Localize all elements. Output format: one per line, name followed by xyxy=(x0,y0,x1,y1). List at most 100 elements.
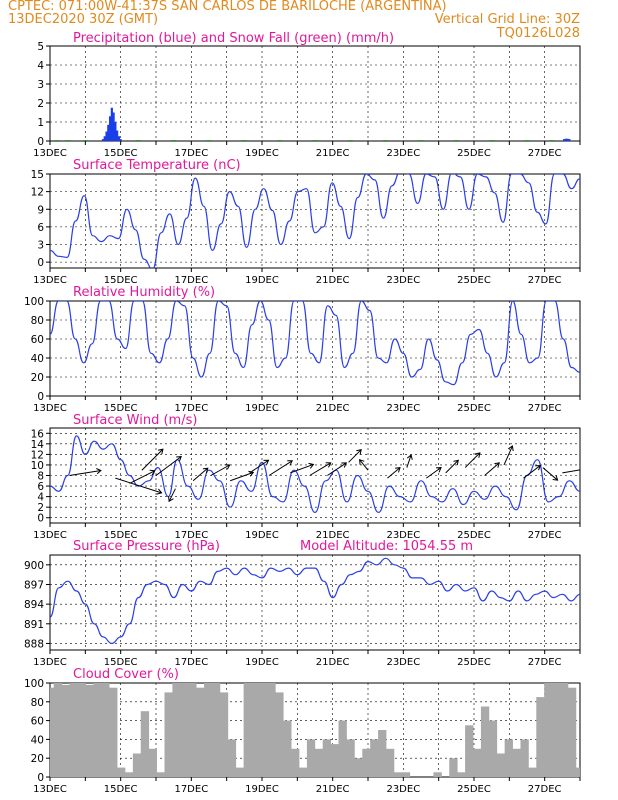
pres-ytick-label: 891 xyxy=(24,619,44,631)
temp-series-line xyxy=(50,174,580,268)
cloud-xtick-label: 17DEC xyxy=(174,784,208,795)
wind-ytick-label: 6 xyxy=(37,481,44,493)
precip-panel: 0 1 2 3 4 5 13DEC 15DEC 17DEC 19DEC 21DEC 23DEC 25DE… xyxy=(33,31,581,159)
wind-ytick-label: 2 xyxy=(37,502,44,514)
rh-ytick-label: 60 xyxy=(31,334,44,346)
rh-ytick-label: 40 xyxy=(31,353,44,365)
pres-ytick-label: 888 xyxy=(24,638,44,650)
cloud-bar xyxy=(520,739,529,777)
cloud-bar xyxy=(449,758,458,777)
wind-vector-arrow xyxy=(426,467,442,479)
header-line1: CPTEC: 071:00W-41:37S SAN CARLOS DE BARI… xyxy=(8,0,447,14)
wind-xtick-label: 27DEC xyxy=(528,530,562,541)
precip-xtick-label: 19DEC xyxy=(245,148,279,159)
cloud-bar xyxy=(188,683,197,777)
wind-vector-arrow xyxy=(406,454,413,468)
cloud-bar xyxy=(362,748,371,777)
snow-bar xyxy=(453,140,459,141)
cloud-ytick-label: 80 xyxy=(31,697,44,709)
wind-vector-arrow xyxy=(115,477,163,495)
cloud-bar xyxy=(401,772,411,777)
temp-title: Surface Temperature (nC) xyxy=(73,158,241,173)
cloud-bar xyxy=(298,767,308,777)
temp-xtick-label: 17DEC xyxy=(174,275,208,286)
cloud-bar xyxy=(77,683,86,777)
cloud-bar xyxy=(180,683,189,777)
precip-bar xyxy=(566,138,569,141)
snow-bar xyxy=(206,140,212,141)
cloud-bar xyxy=(370,739,379,777)
wind-xtick-label: 15DEC xyxy=(104,530,138,541)
pres-title: Surface Pressure (hPa) xyxy=(73,539,220,554)
precip-bar xyxy=(105,131,108,141)
wind-vector-arrow xyxy=(562,469,580,474)
cloud-bar xyxy=(575,767,580,777)
cloud-xtick-label: 23DEC xyxy=(386,784,420,795)
wind-vector-arrow xyxy=(249,459,270,474)
wind-xtick-label: 13DEC xyxy=(33,530,67,541)
pres-xtick-label: 19DEC xyxy=(245,657,279,668)
rh-ytick-label: 20 xyxy=(31,372,44,384)
wind-vector-arrow xyxy=(464,452,481,468)
wind-vector-arrow xyxy=(309,462,332,476)
cloud-bar xyxy=(496,753,506,777)
cloud-bar xyxy=(164,692,173,777)
temp-ytick-label: 0 xyxy=(37,257,44,269)
wind-title: Surface Wind (m/s) xyxy=(73,413,197,428)
pres-ytick-label: 897 xyxy=(24,579,44,591)
snow-bar xyxy=(524,140,530,141)
wind-ytick-label: 16 xyxy=(31,428,45,440)
cloud-bar xyxy=(227,739,237,777)
temp-ytick-label: 12 xyxy=(31,187,44,199)
precip-xtick-label: 23DEC xyxy=(386,148,420,159)
temp-xtick-label: 19DEC xyxy=(245,275,279,286)
temp-frame xyxy=(49,173,581,269)
pres-plot xyxy=(50,557,580,645)
wind-vector-arrow xyxy=(503,445,514,466)
cloud-bar xyxy=(567,687,577,777)
temp-plot xyxy=(50,174,580,268)
wind-vector-arrow xyxy=(230,470,255,482)
temp-xtick-label: 25DEC xyxy=(457,275,491,286)
snow-bar xyxy=(241,140,247,141)
cloud-bar xyxy=(172,683,181,777)
cloud-bar xyxy=(93,683,102,777)
precip-bar xyxy=(112,112,115,141)
cloud-bar xyxy=(488,720,498,777)
temp-xtick-label: 23DEC xyxy=(386,275,420,286)
precip-bar xyxy=(101,139,105,141)
snow-bar xyxy=(549,140,555,141)
wind-ytick-label: 12 xyxy=(31,449,44,461)
cloud-panel: 0 20 40 60 80 100 13DEC 15DEC 17DEC 19DEC 21DEC 23D… xyxy=(24,667,581,795)
cloud-plot xyxy=(50,683,580,777)
precip-bar xyxy=(116,130,119,141)
wind-plot xyxy=(50,435,580,514)
pres-xtick-label: 27DEC xyxy=(528,657,562,668)
precip-bar xyxy=(568,139,571,141)
cloud-bar xyxy=(552,683,561,777)
rh-xtick-label: 21DEC xyxy=(316,403,350,414)
cloud-bar xyxy=(140,711,150,777)
rh-xtick-label: 27DEC xyxy=(528,403,562,414)
snow-bar xyxy=(312,140,318,141)
cloud-bar xyxy=(473,748,482,777)
cloud-bar xyxy=(85,684,94,777)
cloud-xtick-label: 15DEC xyxy=(104,784,138,795)
snow-bar xyxy=(277,140,283,141)
precip-plot xyxy=(54,107,571,141)
cloud-bar xyxy=(196,687,205,777)
wind-vector-arrow xyxy=(542,467,559,481)
precip-xtick-label: 25DEC xyxy=(457,148,491,159)
wind-xtick-label: 19DEC xyxy=(245,530,279,541)
precip-title: Precipitation (blue) and Snow Fall (gree… xyxy=(73,31,394,46)
cloud-bar xyxy=(346,739,355,777)
precip-bar xyxy=(564,138,567,141)
precip-ytick-label: 0 xyxy=(37,136,44,148)
cloud-bar xyxy=(204,683,213,777)
header-run-date: 13DEC2020 30Z (GMT) xyxy=(8,12,159,27)
cloud-bar xyxy=(560,683,569,777)
wind-vector-arrow xyxy=(359,458,369,471)
cloud-bar xyxy=(267,683,276,777)
rh-xtick-label: 15DEC xyxy=(104,403,138,414)
